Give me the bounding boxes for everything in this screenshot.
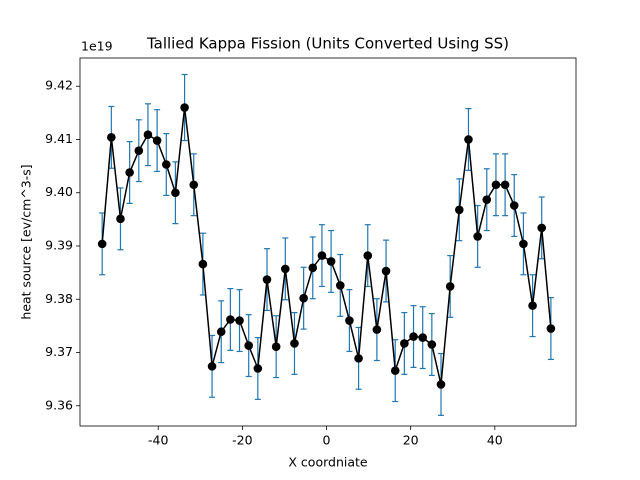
data-point xyxy=(354,354,363,363)
data-point xyxy=(180,103,189,112)
data-point xyxy=(317,251,327,260)
data-point xyxy=(207,362,217,371)
y-tick-label: 9.38 xyxy=(45,291,73,306)
x-tick-label: 0 xyxy=(323,433,331,448)
data-point xyxy=(280,264,290,274)
data-point xyxy=(189,180,199,190)
data-point xyxy=(519,239,528,249)
x-axis-label: X coordniate xyxy=(288,455,368,470)
x-tick-label: -40 xyxy=(148,433,168,448)
data-point xyxy=(107,133,116,142)
data-point xyxy=(235,316,244,325)
data-point xyxy=(262,275,272,284)
x-tick-label: -20 xyxy=(232,433,252,448)
y-tick-label: 9.40 xyxy=(45,184,73,199)
data-point xyxy=(308,263,318,273)
data-point xyxy=(390,366,400,375)
data-point xyxy=(445,282,455,291)
data-point xyxy=(161,160,171,169)
data-point xyxy=(226,315,235,324)
data-point xyxy=(473,232,482,241)
data-point xyxy=(546,324,556,333)
data-point xyxy=(436,380,446,389)
data-point xyxy=(143,130,153,139)
data-point xyxy=(418,333,427,342)
y-offset-label: 1e19 xyxy=(81,39,113,54)
data-point xyxy=(326,257,336,266)
x-tick-label: 20 xyxy=(403,433,419,448)
data-point xyxy=(528,301,537,310)
data-point xyxy=(253,364,263,373)
y-tick-label: 9.42 xyxy=(45,78,73,93)
plot-frame xyxy=(79,57,577,427)
data-point xyxy=(427,340,437,349)
y-tick-label: 9.37 xyxy=(45,344,73,359)
data-point xyxy=(198,259,208,269)
data-point xyxy=(116,214,125,224)
data-point xyxy=(400,339,409,348)
data-point xyxy=(125,168,134,177)
data-point xyxy=(509,201,519,210)
y-axis-label: heat source [ev/cm^3-s] xyxy=(19,164,34,319)
data-point xyxy=(409,332,418,341)
data-point xyxy=(335,281,345,290)
y-tick-label: 9.39 xyxy=(45,237,73,252)
data-point xyxy=(244,341,253,350)
data-line xyxy=(101,107,552,385)
data-point xyxy=(271,342,281,351)
data-point xyxy=(464,135,473,144)
data-point xyxy=(381,266,391,276)
x-tick-label: 40 xyxy=(487,433,503,448)
data-point xyxy=(97,239,107,249)
data-point xyxy=(171,188,180,198)
data-point xyxy=(500,180,510,190)
chart-title: Tallied Kappa Fission (Units Converted U… xyxy=(146,35,509,53)
data-point xyxy=(454,205,464,215)
data-point xyxy=(152,136,162,145)
data-point xyxy=(363,251,373,260)
data-point xyxy=(482,195,492,204)
data-point xyxy=(491,180,501,190)
data-point xyxy=(216,327,226,337)
y-tick-label: 9.36 xyxy=(45,397,73,412)
y-tick-label: 9.41 xyxy=(45,131,73,146)
data-point xyxy=(290,339,299,348)
data-point xyxy=(345,316,354,325)
data-point xyxy=(134,146,144,155)
data-point xyxy=(537,223,547,233)
data-point xyxy=(372,325,382,334)
data-point xyxy=(299,293,308,303)
